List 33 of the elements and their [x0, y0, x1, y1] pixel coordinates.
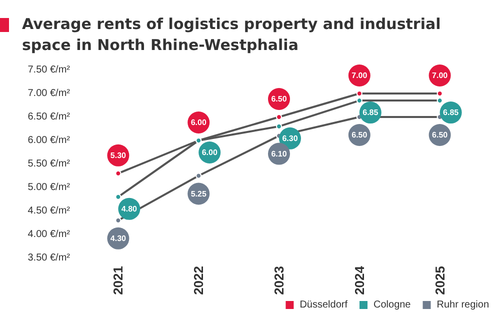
- x-tick-label: 2021: [110, 266, 126, 295]
- x-tick-label: 2023: [272, 266, 286, 295]
- data-label: 7.00: [352, 71, 368, 80]
- legend-label: Ruhr region: [436, 300, 490, 310]
- data-label: 5.30: [110, 150, 127, 160]
- x-tick-label: 2022: [191, 266, 206, 295]
- data-label: 6.50: [432, 130, 448, 140]
- y-tick-label: 7.50 €/m²: [28, 64, 71, 76]
- x-tick-label: 2024: [352, 265, 367, 295]
- data-label: 6.85: [362, 108, 379, 118]
- data-label: 6.00: [202, 148, 218, 157]
- y-tick-label: 4.00 €/m²: [28, 229, 71, 240]
- y-tick-label: 6.50 €/m²: [28, 112, 71, 122]
- y-tick-label: 5.50 €/m²: [28, 158, 71, 170]
- y-tick-label: 3.50 €/m²: [28, 252, 71, 264]
- y-tick-label: 6.00 €/m²: [28, 135, 71, 146]
- data-label: 5.25: [190, 189, 207, 198]
- chart-title: Average rents of logistics property and industrial space in North Rhine-Westphalia: [22, 14, 442, 56]
- data-label: 6.50: [271, 94, 288, 104]
- data-label: 4.30: [110, 234, 127, 243]
- y-tick-label: 4.50 €/m²: [28, 206, 71, 216]
- data-label: 6.85: [443, 108, 460, 118]
- data-label: 6.30: [282, 134, 298, 143]
- data-label: 4.80: [121, 204, 138, 214]
- x-tick-label: 2025: [432, 266, 448, 295]
- data-label: 6.10: [271, 149, 288, 158]
- y-tick-label: 7.00 €/m²: [28, 88, 71, 99]
- y-tick-label: 5.00 €/m²: [28, 182, 71, 193]
- data-label: 7.00: [432, 71, 448, 80]
- data-label: 6.00: [190, 118, 207, 127]
- data-label: 6.50: [352, 130, 368, 140]
- legend-label: Cologne: [374, 300, 412, 310]
- legend-label: Düsseldorf: [300, 300, 348, 310]
